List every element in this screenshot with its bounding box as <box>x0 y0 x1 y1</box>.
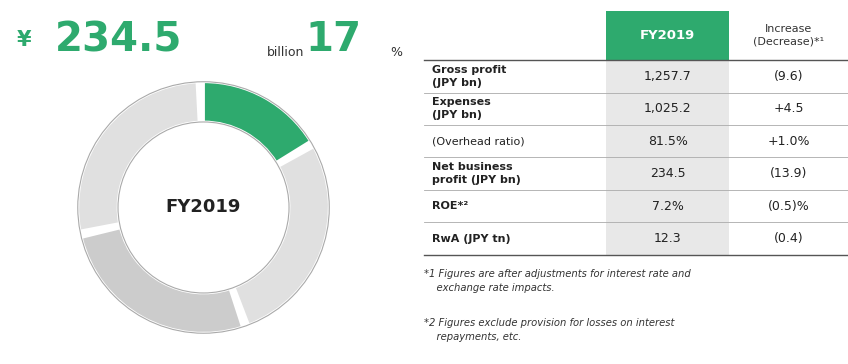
Text: RwA (JPY tn): RwA (JPY tn) <box>432 234 511 244</box>
Text: Increase
(Decrease)*¹: Increase (Decrease)*¹ <box>753 24 824 47</box>
Text: ¥: ¥ <box>17 30 31 50</box>
Text: Gross profit
(JPY bn): Gross profit (JPY bn) <box>432 65 507 88</box>
Text: 17: 17 <box>305 20 361 60</box>
Text: 234.5: 234.5 <box>650 167 686 180</box>
Bar <box>606 157 729 190</box>
Wedge shape <box>81 228 243 333</box>
Text: FY2019: FY2019 <box>640 29 695 42</box>
Text: Expenses
(JPY bn): Expenses (JPY bn) <box>432 97 491 120</box>
Text: 12.3: 12.3 <box>654 232 682 245</box>
Text: (Overhead ratio): (Overhead ratio) <box>432 136 525 146</box>
Text: *2 Figures exclude provision for losses on interest
    repayments, etc.: *2 Figures exclude provision for losses … <box>424 318 674 342</box>
Text: billion: billion <box>267 46 304 59</box>
Text: 7.2%: 7.2% <box>652 199 683 213</box>
Bar <box>606 222 729 255</box>
Bar <box>606 11 729 60</box>
Text: +1.0%: +1.0% <box>767 135 810 148</box>
Bar <box>606 125 729 157</box>
Wedge shape <box>78 82 199 231</box>
Bar <box>606 60 729 92</box>
Text: 234.5: 234.5 <box>55 20 182 60</box>
Text: (0.5)%: (0.5)% <box>767 199 810 213</box>
Text: 1,257.7: 1,257.7 <box>644 70 692 83</box>
Text: ROE*²: ROE*² <box>432 201 469 211</box>
Text: (0.4): (0.4) <box>774 232 803 245</box>
Text: Net business
profit (JPY bn): Net business profit (JPY bn) <box>432 162 522 185</box>
Bar <box>606 92 729 125</box>
Text: (13.9): (13.9) <box>770 167 807 180</box>
Bar <box>606 190 729 222</box>
Text: (9.6): (9.6) <box>774 70 803 83</box>
Wedge shape <box>234 147 329 325</box>
Text: +4.5: +4.5 <box>773 102 804 115</box>
Text: 1,025.2: 1,025.2 <box>644 102 692 115</box>
Text: FY2019: FY2019 <box>166 198 241 217</box>
Wedge shape <box>204 82 310 162</box>
Text: %: % <box>390 46 402 59</box>
Text: *1 Figures are after adjustments for interest rate and
    exchange rate impacts: *1 Figures are after adjustments for int… <box>424 269 691 293</box>
Text: 81.5%: 81.5% <box>648 135 688 148</box>
